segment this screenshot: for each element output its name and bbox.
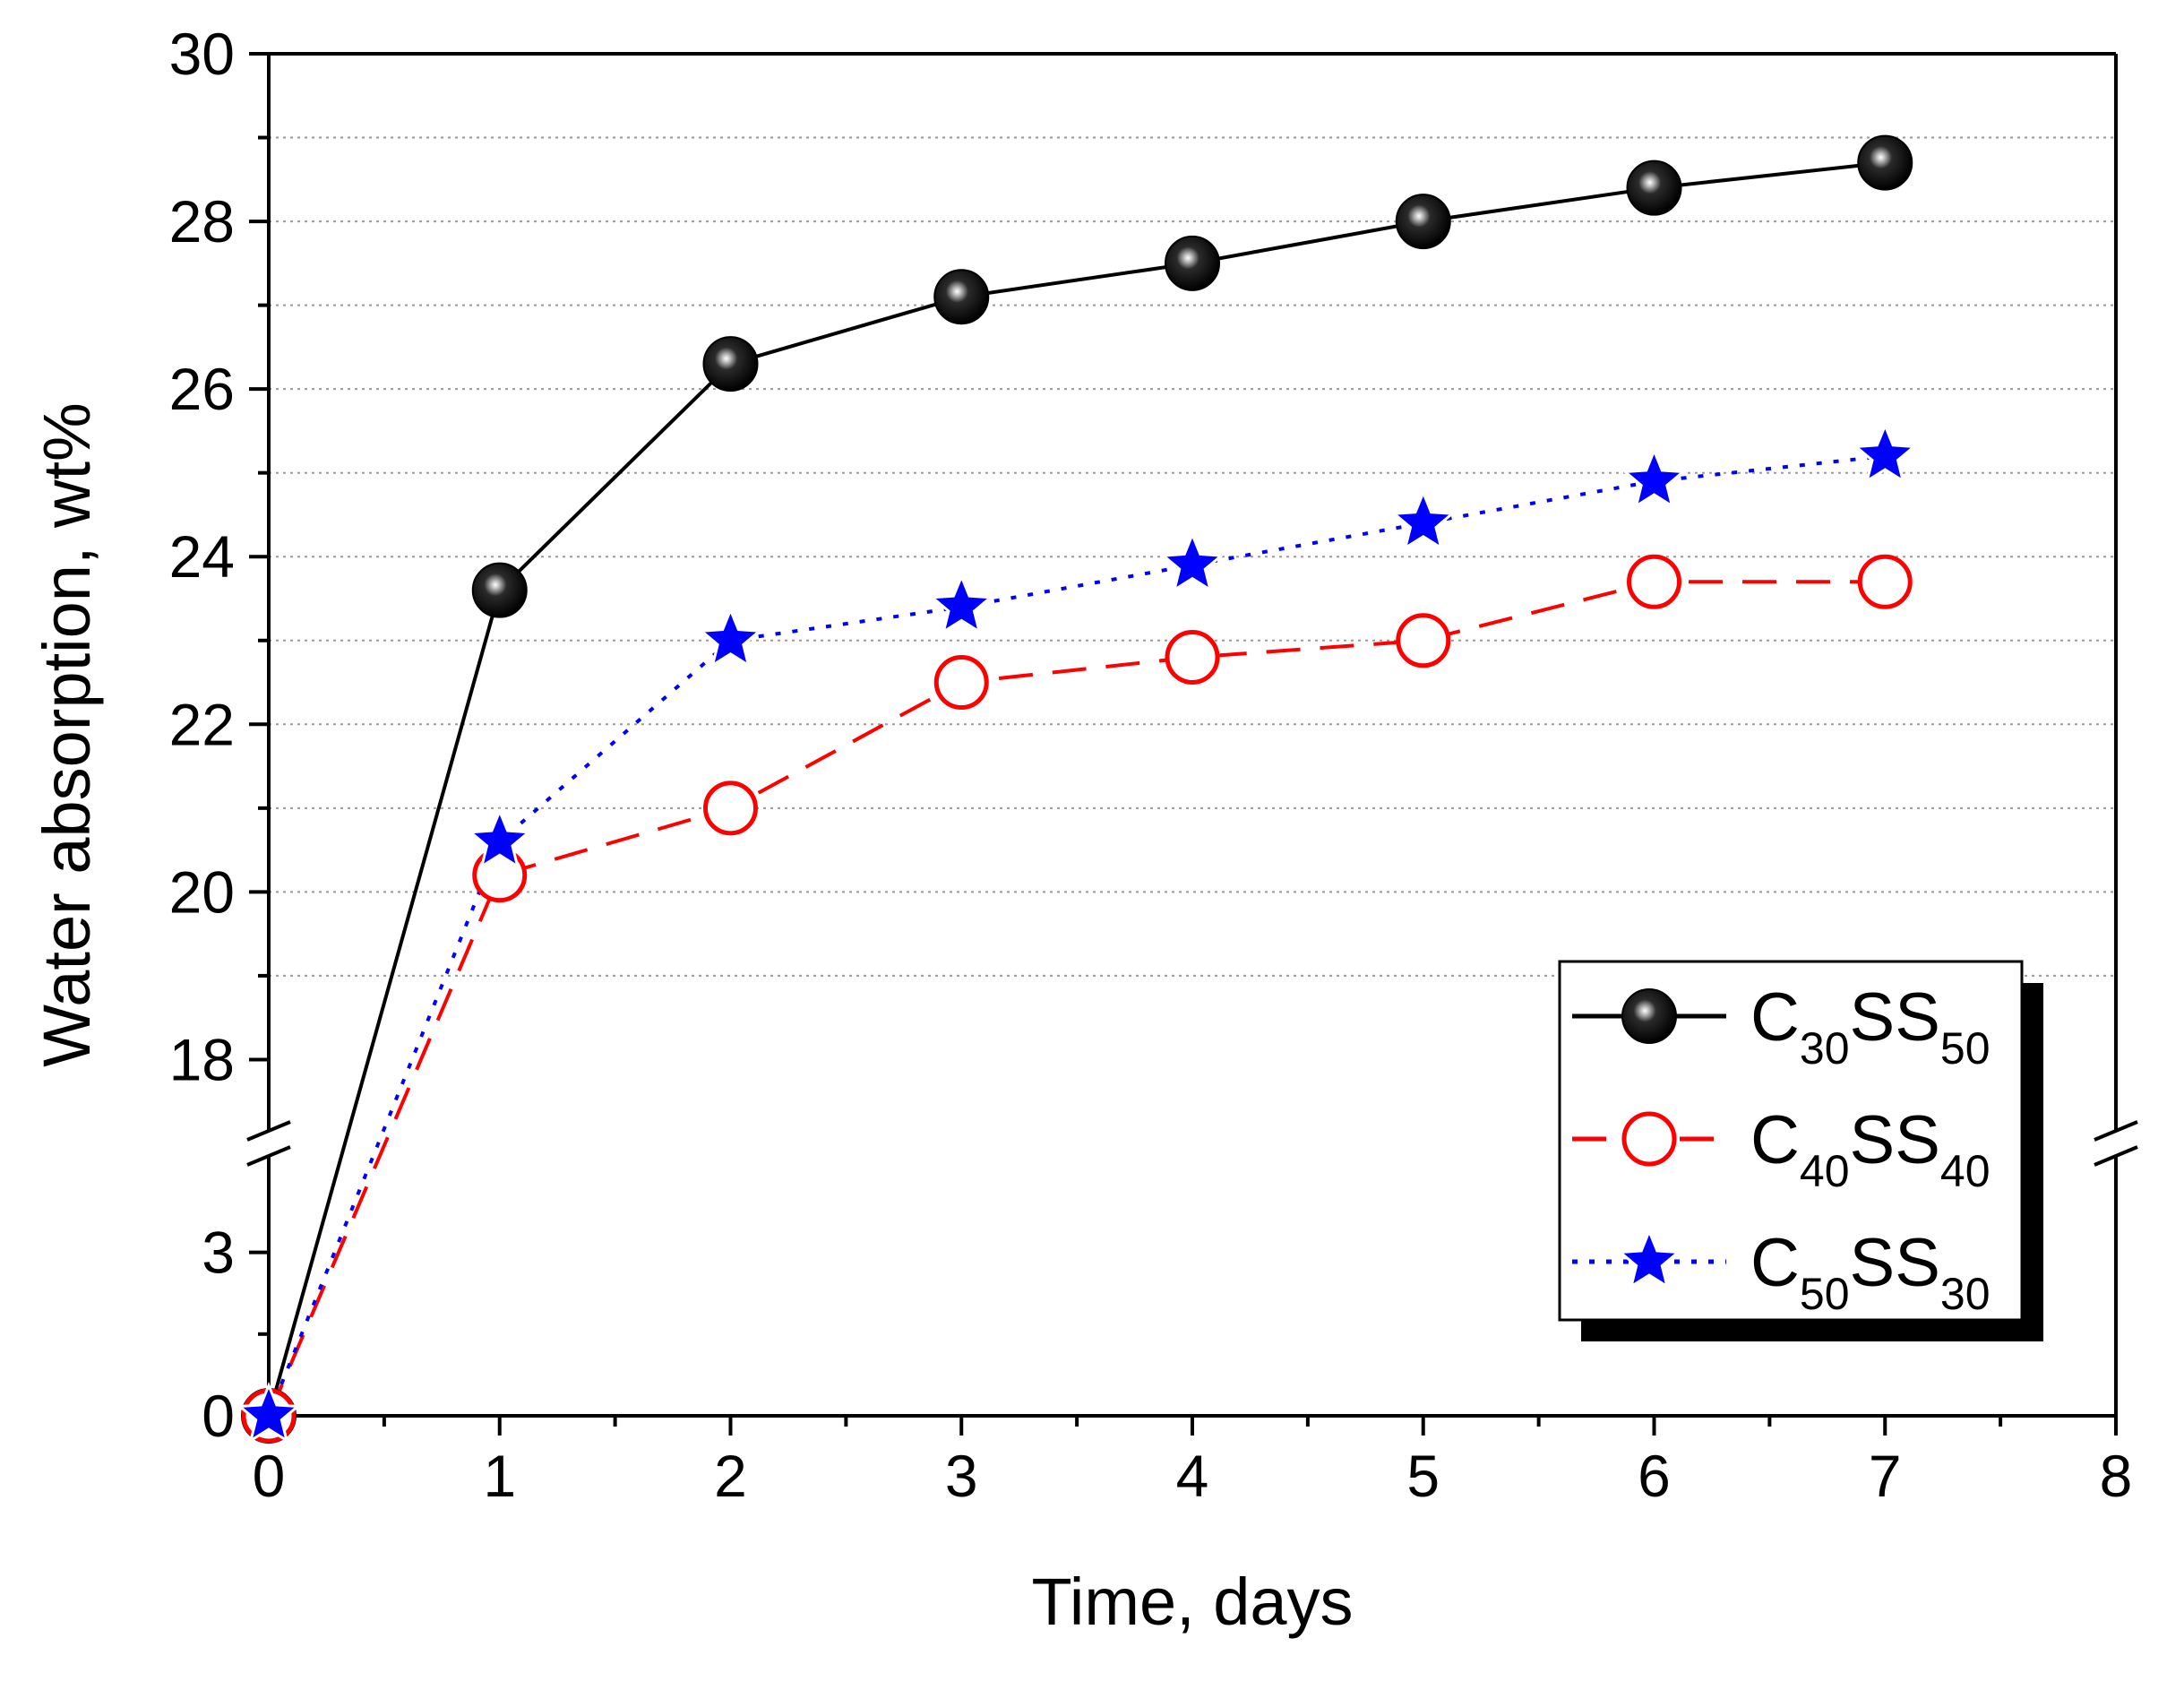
data-point-C40SS40 [1396, 613, 1451, 668]
data-point-C40SS40 [1857, 554, 1913, 609]
x-tick-label: 6 [1638, 1443, 1671, 1509]
series-line-C40SS40 [269, 580, 1886, 1416]
data-point-C40SS40 [703, 780, 758, 836]
x-tick-label: 3 [945, 1443, 978, 1509]
legend-marker-C50SS30 [1616, 1227, 1682, 1289]
y-tick-label: 28 [169, 188, 235, 254]
legend-marker-C30SS50 [1621, 988, 1677, 1044]
axis-break-mark [2094, 1120, 2138, 1142]
series-line-C30SS50 [269, 160, 1886, 1416]
legend-subscript: 50 [1800, 1269, 1850, 1319]
legend-main-text: SS [1850, 1225, 1940, 1301]
data-point-C30SS50 [933, 269, 990, 325]
data-point-C50SS30 [467, 807, 532, 870]
x-tick-label: 2 [714, 1443, 747, 1509]
data-point-C50SS30 [929, 573, 994, 635]
marker-layer [236, 134, 1918, 1444]
data-point-C50SS30 [236, 1381, 302, 1444]
data-point-C40SS40 [472, 848, 528, 903]
legend-subscript: 30 [1800, 1023, 1850, 1073]
x-tick-label: 5 [1406, 1443, 1440, 1509]
data-point-C40SS40 [933, 655, 989, 711]
y-tick-label: 0 [202, 1383, 235, 1449]
series-layer [269, 160, 1886, 1416]
legend-subscript: 30 [1940, 1269, 1991, 1319]
y-tick-label: 24 [169, 523, 235, 590]
legend-label-C40SS40: C40SS40 [1750, 1102, 1991, 1196]
legend-main-text: SS [1850, 979, 1940, 1056]
axis-break-mark [246, 1120, 291, 1142]
legend-label-C30SS50: C30SS50 [1750, 979, 1991, 1073]
legend-main-text: C [1750, 1102, 1800, 1178]
axis-break-mark [2094, 1145, 2138, 1167]
legend-subscript: 50 [1940, 1023, 1991, 1073]
data-point-C40SS40 [1627, 554, 1681, 609]
data-point-C50SS30 [1621, 446, 1687, 509]
legend-subscript: 40 [1800, 1146, 1850, 1196]
axes [246, 52, 2138, 1436]
data-point-C50SS30 [1390, 488, 1456, 551]
y-axis-title: Water absorption, wt% [30, 402, 104, 1067]
legend-main-text: C [1750, 979, 1800, 1056]
data-point-C40SS40 [1165, 629, 1220, 685]
axis-break-mark [246, 1145, 291, 1167]
x-tick-label: 8 [2100, 1443, 2133, 1509]
y-tick-label: 3 [202, 1220, 235, 1286]
legend-label-C50SS30: C50SS30 [1750, 1225, 1991, 1319]
legend-marker-C40SS40 [1621, 1111, 1677, 1167]
x-tick-label: 1 [483, 1443, 516, 1509]
data-point-C30SS50 [471, 562, 528, 618]
y-tick-label: 30 [169, 21, 235, 87]
legend-subscript: 40 [1940, 1146, 1991, 1196]
x-tick-label: 7 [1869, 1443, 1902, 1509]
y-tick-label: 18 [169, 1026, 235, 1092]
y-tick-label: 26 [169, 356, 235, 422]
legend-main-text: C [1750, 1225, 1800, 1301]
data-point-C30SS50 [1395, 194, 1451, 250]
data-point-C30SS50 [702, 336, 759, 392]
series-line-C50SS30 [269, 454, 1886, 1416]
x-tick-label: 0 [253, 1443, 286, 1509]
y-tick-label: 22 [169, 691, 235, 757]
data-point-C30SS50 [1857, 134, 1913, 191]
data-point-C50SS30 [1159, 530, 1225, 593]
x-tick-label: 4 [1176, 1443, 1209, 1509]
data-point-C30SS50 [1165, 235, 1220, 291]
tick-labels: 0 1 2 3 4 5 6 7 8 0 3 18 20 22 24 26 28 30 [169, 21, 2133, 1509]
data-point-C30SS50 [1626, 160, 1682, 216]
x-axis-title: Time, days [1031, 1565, 1353, 1639]
data-point-C50SS30 [1853, 422, 1918, 484]
y-tick-label: 20 [169, 858, 235, 925]
legend-main-text: SS [1850, 1102, 1940, 1178]
data-point-C50SS30 [698, 606, 763, 668]
